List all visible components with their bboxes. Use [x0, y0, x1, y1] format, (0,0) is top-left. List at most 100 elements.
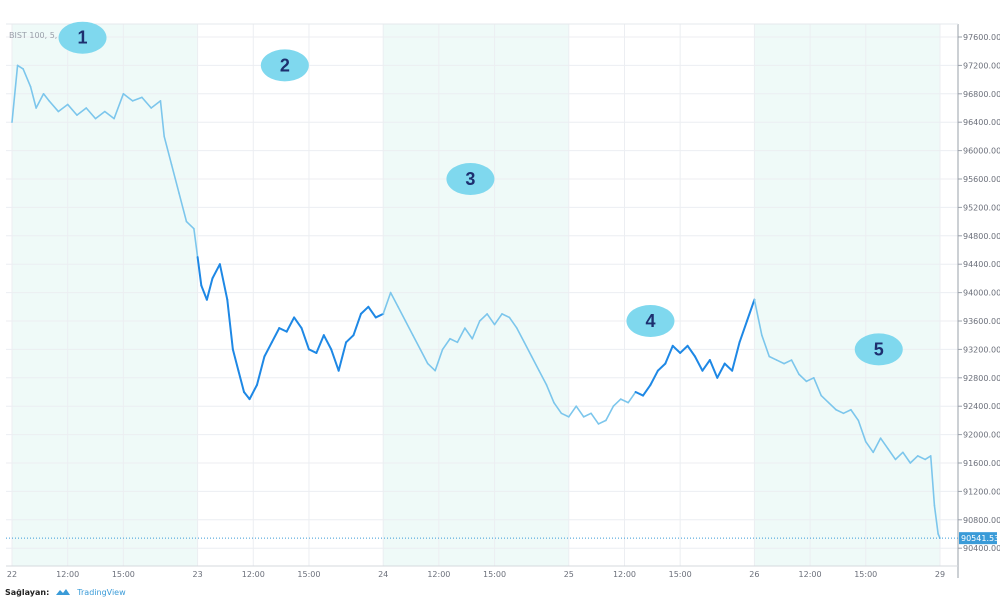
price-line-segment	[434, 348, 444, 372]
price-line-segment	[226, 298, 234, 351]
provider-name[interactable]: TradingView	[77, 587, 126, 597]
last-price-label: 90541.53	[961, 534, 999, 543]
price-line-segment	[374, 312, 385, 319]
price-line-segment	[902, 451, 912, 464]
price-line-segment	[293, 316, 303, 330]
y-tick-label: 96400.00	[963, 118, 1000, 127]
price-line-segment	[508, 316, 518, 329]
y-tick-label: 96800.00	[963, 90, 1000, 99]
price-line-segment	[679, 344, 689, 354]
price-line-segment	[330, 348, 340, 372]
price-line-segment	[731, 341, 741, 372]
price-line-segment	[501, 313, 511, 319]
price-line-segment	[352, 312, 362, 337]
price-line-segment	[163, 135, 173, 166]
price-line-segment	[141, 96, 152, 109]
y-tick-label: 95600.00	[963, 175, 1000, 184]
price-line-segment	[231, 348, 240, 372]
session-band-3	[754, 24, 940, 566]
symbol-label: BIST 100, 5, BIST	[9, 31, 78, 40]
price-line-segment	[538, 369, 548, 386]
price-line-segment	[894, 451, 904, 461]
price-line-segment	[694, 355, 704, 372]
marker-label-5: 5	[874, 339, 884, 359]
provider-label: Sağlayan:	[5, 587, 50, 597]
price-line-segment	[248, 383, 258, 401]
price-line-segment	[560, 412, 570, 418]
price-line-segment	[879, 437, 889, 450]
x-tick-label: 15:00	[297, 570, 320, 579]
chart-canvas[interactable]: 97600.00 97200.00 96800.00 96400.00 96000.00…	[0, 0, 1000, 580]
price-line-segment	[367, 305, 377, 319]
x-tick-label: 15:00	[669, 570, 692, 579]
price-line-segment	[619, 398, 629, 404]
y-tick-label: 94400.00	[963, 260, 1000, 269]
x-tick-label: 24	[378, 570, 388, 579]
price-line-segment	[627, 391, 637, 404]
price-line-segment	[642, 383, 652, 397]
price-line-segment	[701, 359, 711, 372]
y-tick-label: 90800.00	[963, 516, 1000, 525]
price-line-segment	[656, 362, 667, 372]
price-line-segment	[464, 327, 474, 340]
y-tick-label: 91600.00	[963, 459, 1000, 468]
price-line-segment	[131, 96, 143, 102]
marker-badge-5[interactable]	[854, 333, 903, 366]
y-tick-label: 95200.00	[963, 203, 1000, 212]
x-tick-label: 12:00	[799, 570, 822, 579]
price-line-segment	[42, 93, 50, 102]
marker-badge-4[interactable]	[626, 305, 675, 337]
price-line-segment	[612, 398, 622, 408]
price-line-segment	[842, 408, 852, 415]
price-line-segment	[76, 107, 88, 116]
price-line-segment	[66, 103, 78, 116]
price-line-segment	[22, 68, 32, 88]
price-line-segment	[567, 405, 578, 418]
marker-badge-2[interactable]	[260, 49, 309, 82]
price-line-segment	[185, 220, 195, 230]
price-line-segment	[671, 344, 682, 354]
price-line-segment	[255, 355, 266, 386]
price-line-segment	[937, 533, 941, 539]
y-tick-label: 92400.00	[963, 402, 1000, 411]
price-line-segment	[322, 334, 333, 351]
x-tick-label: 29	[935, 570, 945, 579]
price-line-segment	[337, 341, 348, 372]
price-line-segment	[605, 405, 615, 422]
price-line-segment	[456, 327, 466, 344]
price-line-segment	[170, 164, 180, 194]
price-line-segment	[486, 313, 496, 326]
price-line-segment	[359, 305, 370, 315]
price-line-segment	[812, 376, 823, 397]
marker-badge-1[interactable]	[58, 21, 107, 54]
price-line-segment	[575, 405, 585, 418]
price-line-segment	[649, 369, 659, 386]
marker-badge-3[interactable]	[446, 163, 495, 195]
price-line-segment	[94, 110, 106, 120]
price-line-segment	[783, 359, 793, 365]
price-line-segment	[237, 369, 245, 393]
price-line-segment	[723, 362, 734, 372]
price-line-segment	[523, 341, 533, 358]
attribution-footer: Sağlayan: TradingView	[5, 585, 126, 599]
price-line-segment	[193, 227, 199, 258]
price-line-segment	[441, 337, 451, 351]
price-line-segment	[285, 316, 296, 333]
price-line-segment	[263, 341, 273, 358]
price-line-segment	[345, 334, 355, 344]
price-line-segment	[530, 355, 540, 372]
price-line-segment	[745, 298, 756, 322]
x-tick-label: 25	[564, 570, 574, 579]
price-line-segment	[178, 192, 188, 223]
price-line-segment	[590, 412, 600, 425]
x-tick-label: 22	[7, 570, 17, 579]
price-line-segment	[11, 64, 19, 123]
price-line-segment	[545, 384, 555, 404]
price-line-segment	[478, 313, 488, 322]
y-tick-label: 93600.00	[963, 317, 1000, 326]
price-line-segment	[243, 391, 251, 401]
price-line-segment	[449, 337, 459, 344]
y-tick-label: 91200.00	[963, 487, 1000, 496]
price-line-segment	[753, 298, 763, 337]
